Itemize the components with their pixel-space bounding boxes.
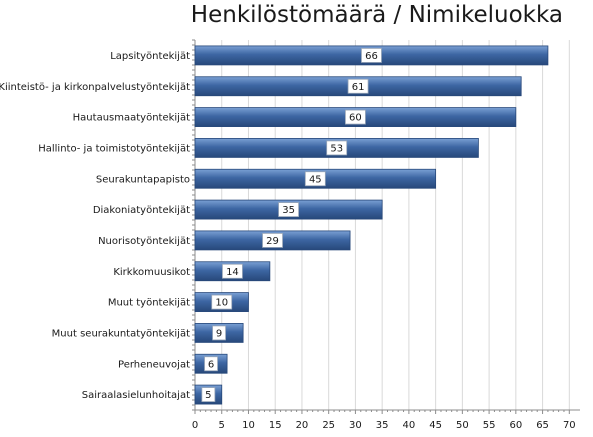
data-label-box — [278, 202, 299, 217]
gridlines — [194, 40, 570, 410]
data-label-box — [304, 171, 326, 187]
data-label-box — [212, 325, 226, 341]
data-label: 14 — [226, 267, 239, 278]
category-label: Lapsityöntekijät — [110, 51, 190, 62]
data-label-box — [262, 233, 283, 248]
x-tick-label: 5 — [219, 420, 225, 431]
data-label: 6 — [208, 359, 214, 370]
data-label: 10 — [215, 298, 228, 309]
data-label: 45 — [309, 174, 322, 185]
x-tick-label: 30 — [349, 420, 362, 431]
category-label: Seurakuntapapisto — [96, 174, 190, 185]
x-tick-label: 25 — [322, 420, 335, 431]
data-label-box — [361, 48, 382, 63]
x-tick-label: 40 — [403, 420, 416, 431]
x-tick-label: 70 — [563, 420, 576, 431]
category-label: Muut työntekijät — [108, 298, 190, 309]
data-label: 5 — [205, 390, 211, 401]
x-axis-ticks — [194, 410, 570, 414]
chart-title: Henkilöstömäärä / Nimikeluokka — [190, 2, 563, 28]
x-tick-label: 15 — [269, 420, 282, 431]
x-tick-label: 35 — [376, 420, 389, 431]
data-label: 66 — [365, 51, 378, 62]
data-label-box — [222, 263, 243, 279]
x-tick-label: 55 — [483, 420, 496, 431]
data-label: 9 — [216, 328, 222, 339]
data-label: 60 — [349, 113, 362, 124]
data-label: 61 — [352, 82, 365, 93]
x-tick-label: 45 — [429, 420, 442, 431]
data-label-box — [211, 294, 233, 310]
category-label: Kirkkomuusikot — [113, 267, 190, 278]
category-label: Sairaalasielunhoitajat — [82, 390, 190, 401]
data-label-box — [326, 140, 348, 156]
y-axis-minor-ticks — [192, 39, 195, 411]
category-label: Diakoniatyöntekijät — [93, 205, 190, 216]
x-tick-label: 20 — [296, 420, 309, 431]
x-tick-label: 65 — [536, 420, 549, 431]
category-label: Hallinto- ja toimistotyöntekijät — [38, 143, 190, 154]
category-label: Hautausmaatyöntekijät — [73, 113, 190, 124]
data-label-box — [345, 109, 366, 125]
x-tick-label: 10 — [242, 420, 255, 431]
category-label: Perheneuvojat — [118, 359, 190, 370]
x-tick-label: 0 — [192, 420, 198, 431]
x-tick-label: 60 — [509, 420, 522, 431]
data-label: 35 — [282, 205, 295, 216]
category-label: Kiinteistö- ja kirkonpalvelustyöntekijät — [0, 82, 190, 93]
data-label: 53 — [330, 143, 343, 154]
data-label-box — [204, 356, 218, 372]
category-label: Muut seurakuntatyöntekijät — [52, 328, 190, 339]
category-label: Nuorisotyöntekijät — [98, 236, 190, 247]
data-label: 29 — [266, 236, 279, 247]
data-label-box — [201, 387, 216, 402]
data-label-box — [347, 78, 369, 94]
x-tick-label: 50 — [456, 420, 469, 431]
